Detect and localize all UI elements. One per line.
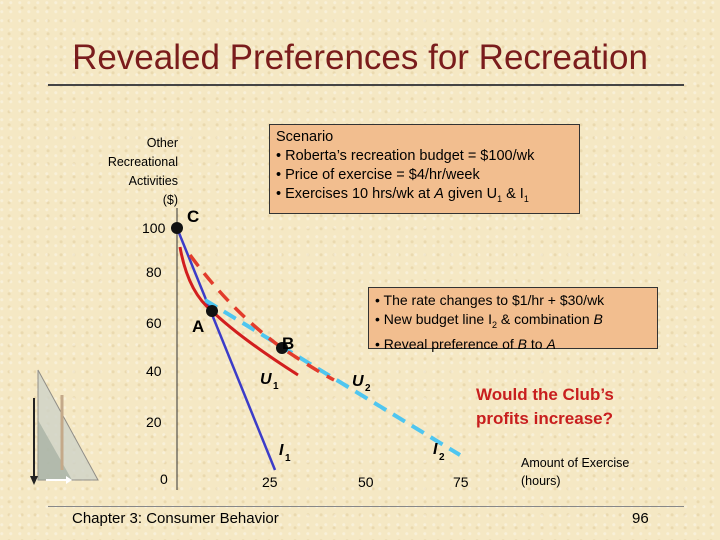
y-axis-label-line: Recreational (107, 155, 178, 169)
scenario-line3-prefix: • Exercises 10 hrs/wk at (276, 186, 435, 202)
indifference-curve-u2 (188, 253, 335, 382)
x-tick-25: 25 (262, 474, 278, 490)
slide-title: Revealed Preferences for Recreation (72, 38, 648, 77)
title-divider (48, 84, 684, 86)
scenario-line-exercise: • Exercises 10 hrs/wk at A given U1 & I1 (276, 185, 573, 209)
y-axis-label: Other Recreational Activities ($) (70, 134, 178, 210)
i2-label: I 2 (433, 441, 445, 463)
scenario-line3-i-sub: 1 (523, 193, 529, 204)
budget-line-i2 (203, 298, 462, 457)
i2-label-sub: 2 (439, 452, 445, 463)
point-b-marker (276, 342, 288, 354)
i1-label-sub: 1 (285, 453, 291, 464)
rate-line-new-rate: • The rate changes to $1/hr + $30/wk (375, 292, 605, 308)
y-axis-label-line: Activities (128, 174, 178, 188)
x-axis-label: Amount of Exercise (hours) (521, 454, 629, 490)
footer-divider (48, 506, 684, 507)
rate-line3-middle: to (527, 335, 547, 352)
point-c-label: C (187, 207, 199, 226)
decorative-triangle-icon (30, 369, 99, 485)
u1-label-main: U (260, 371, 272, 388)
u2-label-sub: 2 (365, 383, 371, 394)
rate-change-box: • The rate changes to $1/hr + $30/wk • N… (368, 287, 658, 352)
u1-label: U 1 (260, 371, 279, 392)
scenario-line3-u-sub: 1 (497, 193, 503, 204)
scenario-line3-middle: given U (443, 186, 498, 202)
footer-chapter: Chapter 3: Consumer Behavior (72, 510, 279, 527)
y-axis-label-line: Other (146, 136, 178, 150)
y-tick-80: 80 (146, 264, 162, 280)
i2-label-main: I (433, 441, 438, 458)
i1-label-main: I (279, 442, 284, 459)
y-tick-100: 100 (142, 220, 166, 236)
point-c-marker (171, 222, 183, 234)
rate-line3-a: A (546, 335, 556, 352)
point-b-label: B (282, 334, 294, 353)
y-tick-20: 20 (146, 414, 162, 430)
x-tick-75: 75 (453, 474, 469, 490)
scenario-line3-and: & I (502, 186, 524, 202)
callout-line: Would the Club’s (476, 385, 614, 404)
x-axis-label-line: Amount of Exercise (521, 456, 630, 470)
scenario-line3-point: A (434, 186, 444, 202)
u2-label: U 2 (352, 373, 371, 394)
rate-line2-middle: & combination (497, 311, 594, 327)
y-tick-40: 40 (146, 363, 162, 379)
i1-label: I 1 (279, 442, 291, 464)
scenario-line-price: • Price of exercise = $4/hr/week (276, 167, 480, 183)
y-tick-60: 60 (146, 315, 162, 331)
u1-label-sub: 1 (273, 381, 279, 392)
rate-line3-prefix: • Reveal preference of (375, 335, 518, 352)
rate-line2-sub: 2 (491, 319, 497, 330)
x-tick-50: 50 (358, 474, 374, 490)
scenario-box: Scenario • Roberta’s recreation budget =… (269, 124, 580, 214)
y-tick-0: 0 (160, 471, 168, 487)
y-axis-label-line: ($) (162, 193, 178, 207)
x-axis-label-line: (hours) (521, 474, 561, 488)
rate-line3-b: B (517, 335, 527, 352)
page-number: 96 (632, 510, 649, 527)
scenario-heading: Scenario (276, 129, 334, 145)
point-a-label: A (192, 317, 204, 336)
profit-question-callout: Would the Club’s profits increase? (476, 383, 614, 431)
rate-line-new-budget: • New budget line I2 & combination B (375, 310, 651, 335)
u2-label-main: U (352, 373, 364, 390)
point-a-marker (206, 305, 218, 317)
rate-line2-prefix: • New budget line I (375, 311, 492, 327)
rate-line2-point: B (593, 311, 603, 327)
scenario-line-budget: • Roberta’s recreation budget = $100/wk (276, 148, 535, 164)
callout-line: profits increase? (476, 409, 613, 428)
rate-line-reveal: • Reveal preference of B to A (375, 335, 651, 354)
budget-line-i1 (175, 227, 277, 471)
